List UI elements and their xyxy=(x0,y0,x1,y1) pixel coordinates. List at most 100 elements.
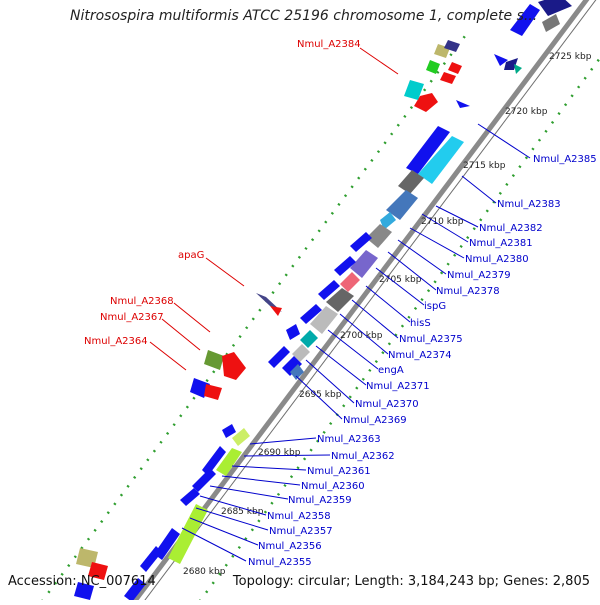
gene-nmul-a2385[interactable] xyxy=(406,126,450,174)
gene-grey-top[interactable] xyxy=(542,14,560,32)
gene-label[interactable]: Nmul_A2384 xyxy=(297,39,361,50)
gene-label[interactable]: Nmul_A2364 xyxy=(84,336,148,347)
gene-label[interactable]: Nmul_A2360 xyxy=(301,481,365,492)
gene-nmul-a2378[interactable] xyxy=(350,250,378,278)
gene-red-forward-b[interactable] xyxy=(440,72,456,84)
gene-navy-top[interactable] xyxy=(538,0,572,16)
gene-label[interactable]: Nmul_A2375 xyxy=(399,334,463,345)
tick-ring-reverse xyxy=(195,57,600,605)
gene-nmul-a2363[interactable] xyxy=(232,428,250,446)
gene-label[interactable]: Nmul_A2385 xyxy=(533,154,597,165)
gene-blue-forward-bottom[interactable] xyxy=(74,582,94,600)
scale-label: 2695 kbp xyxy=(299,390,342,400)
gene-red-forward-bottom[interactable] xyxy=(88,562,108,580)
gene-label[interactable]: Nmul_A2378 xyxy=(436,286,500,297)
gene-nmul-a2383[interactable] xyxy=(418,136,464,184)
scale-ticks: 2680 kbp 2685 kbp 2690 kbp 2695 kbp 2700… xyxy=(183,52,592,577)
gene-label[interactable]: Nmul_A2357 xyxy=(269,526,333,537)
genome-backbone xyxy=(128,0,597,605)
gene-label[interactable]: Nmul_A2368 xyxy=(110,296,174,307)
scale-label: 2690 kbp xyxy=(258,448,301,458)
gene-label[interactable]: Nmul_A2359 xyxy=(288,495,352,506)
genome-summary-text: Topology: circular; Length: 3,184,243 bp… xyxy=(232,574,590,589)
gene-nmul-a2374[interactable] xyxy=(300,330,318,348)
gene-nmul-a2380[interactable] xyxy=(380,212,396,230)
gene-nmul-a2361[interactable] xyxy=(202,446,226,476)
gene-cyan-forward[interactable] xyxy=(404,80,424,100)
gene-label[interactable]: Nmul_A2379 xyxy=(447,270,511,281)
gene-nmul-a2359[interactable] xyxy=(180,488,200,506)
gene-nmul-a2364-b[interactable] xyxy=(204,384,222,400)
scale-label: 2705 kbp xyxy=(379,275,422,285)
gene-blue-rev-strand-d[interactable] xyxy=(300,304,322,324)
gene-label[interactable]: Nmul_A2370 xyxy=(355,399,419,410)
gene-nmul-a2381[interactable] xyxy=(386,190,418,220)
gene-nmul-a2355[interactable] xyxy=(140,546,162,572)
gene-enga[interactable] xyxy=(292,344,310,362)
gene-nmul-a2384-arrow[interactable] xyxy=(414,93,438,112)
reverse-strand-genes xyxy=(124,0,572,602)
gene-nmul-a2357[interactable] xyxy=(168,504,208,564)
gene-ispg[interactable] xyxy=(340,272,360,292)
gene-nmul-a2382[interactable] xyxy=(398,170,424,194)
gene-blue-rev-strand-e[interactable] xyxy=(268,346,290,368)
gene-apag-head[interactable] xyxy=(270,306,282,316)
gene-nmul-a2379[interactable] xyxy=(366,224,392,248)
gene-label[interactable]: Nmul_A2355 xyxy=(248,557,312,568)
gene-label[interactable]: engA xyxy=(378,365,404,376)
gene-blue-rev-strand-c[interactable] xyxy=(318,280,340,300)
gene-teal-top[interactable] xyxy=(514,64,522,74)
gene-nmul-a2368-b[interactable] xyxy=(222,352,246,380)
gene-label[interactable]: Nmul_A2371 xyxy=(366,381,430,392)
gene-nmul-a2375[interactable] xyxy=(310,306,338,334)
scale-label: 2720 kbp xyxy=(505,107,548,117)
gene-label[interactable]: Nmul_A2382 xyxy=(479,223,543,234)
gene-blue-rev-strand-a[interactable] xyxy=(350,232,372,252)
gene-label[interactable]: Nmul_A2383 xyxy=(497,199,561,210)
gene-label[interactable]: Nmul_A2380 xyxy=(465,254,529,265)
gene-hiss[interactable] xyxy=(326,288,354,312)
gene-label[interactable]: Nmul_A2367 xyxy=(100,312,164,323)
forward-strand-genes xyxy=(74,40,462,600)
forward-gene-labels: Nmul_A2384 apaG Nmul_A2368 Nmul_A2367 Nm… xyxy=(84,39,361,347)
scale-label: 2710 kbp xyxy=(421,217,464,227)
gene-blue-rev-bottom[interactable] xyxy=(124,578,146,602)
gene-blue-rev-inner-a[interactable] xyxy=(286,324,300,340)
gene-label[interactable]: Nmul_A2374 xyxy=(388,350,452,361)
gene-label[interactable]: ispG xyxy=(424,301,446,312)
gene-blue-top-c[interactable] xyxy=(456,100,470,108)
gene-label[interactable]: apaG xyxy=(178,250,204,261)
forward-leader-lines xyxy=(149,47,399,371)
reverse-leader-lines xyxy=(181,123,531,562)
gene-nmul-a2370[interactable] xyxy=(290,364,304,380)
gene-nmul-a2368[interactable] xyxy=(204,350,224,370)
gene-label[interactable]: Nmul_A2361 xyxy=(307,466,371,477)
gene-nmul-a2362[interactable] xyxy=(216,448,242,476)
gene-label[interactable]: Nmul_A2358 xyxy=(267,511,331,522)
gene-label[interactable]: Nmul_A2363 xyxy=(317,434,381,445)
gene-red-forward-a[interactable] xyxy=(448,62,462,74)
gene-label[interactable]: Nmul_A2381 xyxy=(469,238,533,249)
reverse-gene-labels: Nmul_A2385 Nmul_A2383 Nmul_A2382 Nmul_A2… xyxy=(248,154,597,568)
scale-label: 2715 kbp xyxy=(463,161,506,171)
map-title: Nitrosospira multiformis ATCC 25196 chro… xyxy=(70,8,538,24)
gene-label[interactable]: hisS xyxy=(410,318,431,329)
gene-blue-top-b[interactable] xyxy=(494,54,508,66)
gene-blue-rev-strand-b[interactable] xyxy=(334,256,356,276)
scale-label: 2725 kbp xyxy=(549,52,592,62)
gene-nmul-a2358[interactable] xyxy=(222,424,236,438)
gene-nmul-a2371[interactable] xyxy=(282,356,302,376)
gene-green-forward[interactable] xyxy=(426,60,440,74)
gene-label[interactable]: Nmul_A2362 xyxy=(331,451,395,462)
gene-navy-top-b[interactable] xyxy=(504,58,518,70)
gene-blue-top-a[interactable] xyxy=(510,4,540,36)
gene-label[interactable]: Nmul_A2356 xyxy=(258,541,322,552)
accession-text: Accession: NC_007614 xyxy=(8,574,156,589)
gene-label[interactable]: Nmul_A2369 xyxy=(343,415,407,426)
scale-label: 2680 kbp xyxy=(183,567,226,577)
scale-label: 2685 kbp xyxy=(221,507,264,517)
gene-navy-forward[interactable] xyxy=(444,40,460,52)
gene-nmul-a2360[interactable] xyxy=(192,468,216,492)
